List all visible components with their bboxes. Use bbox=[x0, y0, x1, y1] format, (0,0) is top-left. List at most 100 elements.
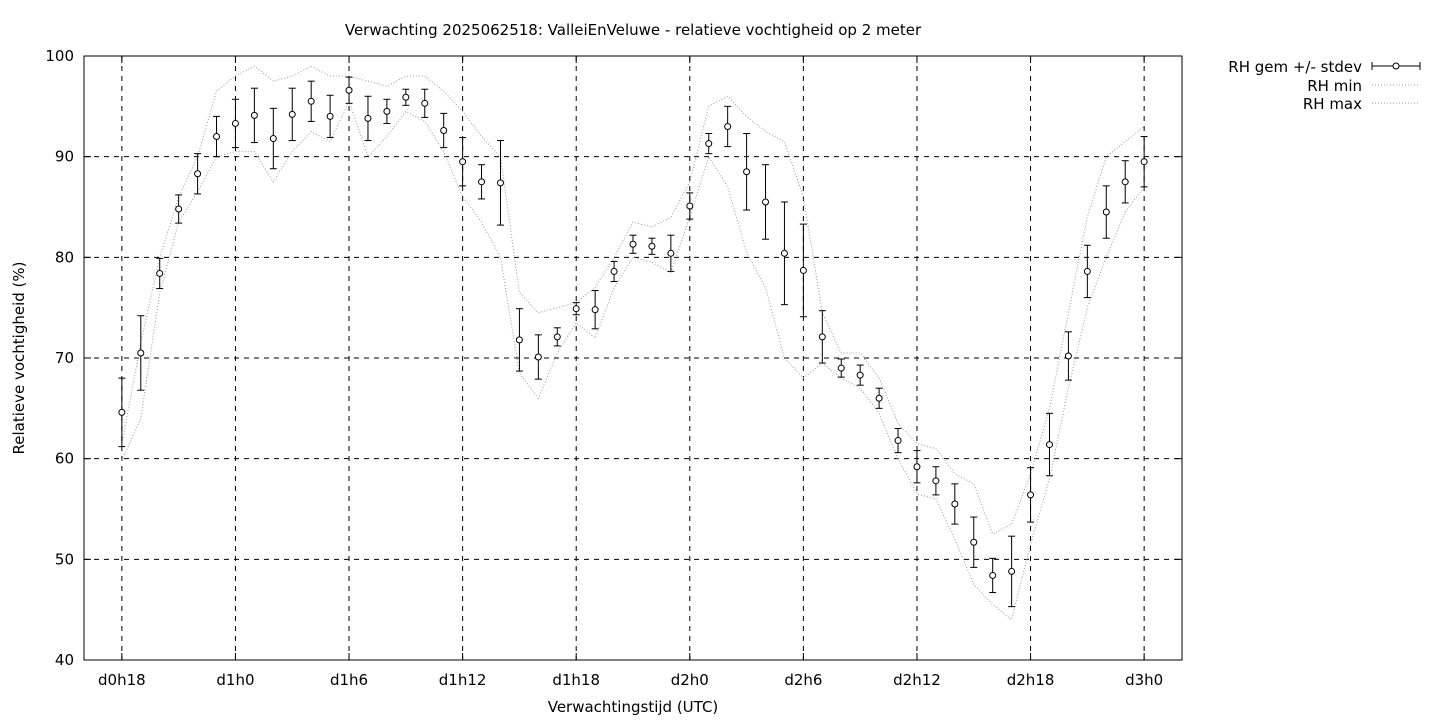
mean-point bbox=[572, 305, 580, 313]
y-tick-label: 70 bbox=[55, 349, 74, 367]
data-point bbox=[762, 164, 770, 240]
data-point bbox=[421, 88, 429, 118]
data-point bbox=[1045, 412, 1053, 477]
data-point bbox=[743, 133, 751, 211]
data-point bbox=[913, 450, 921, 484]
data-point bbox=[1027, 467, 1035, 523]
mean-point bbox=[989, 571, 997, 579]
x-tick-label: d0h18 bbox=[98, 671, 146, 689]
data-point bbox=[951, 483, 959, 525]
data-point bbox=[686, 192, 694, 220]
data-point bbox=[459, 137, 467, 187]
y-tick-label: 90 bbox=[55, 148, 74, 166]
data-point bbox=[156, 257, 164, 290]
mean-point bbox=[307, 97, 315, 105]
mean-point bbox=[610, 267, 618, 275]
mean-point bbox=[724, 122, 732, 130]
data-point bbox=[137, 315, 145, 391]
mean-point bbox=[1083, 267, 1091, 275]
mean-point bbox=[780, 249, 788, 257]
y-tick-label: 80 bbox=[55, 248, 74, 266]
series-line-rh-max bbox=[121, 65, 1145, 535]
mean-point bbox=[250, 111, 258, 119]
x-tick-label: d3h0 bbox=[1125, 671, 1163, 689]
data-point bbox=[496, 140, 504, 226]
x-tick-label: d2h6 bbox=[784, 671, 822, 689]
data-point bbox=[610, 260, 618, 282]
mean-point bbox=[534, 353, 542, 361]
y-tick-label: 50 bbox=[55, 550, 74, 568]
data-point bbox=[383, 98, 391, 124]
data-point bbox=[648, 237, 656, 255]
mean-point bbox=[705, 140, 713, 148]
mean-point bbox=[288, 110, 296, 118]
data-point bbox=[1102, 185, 1110, 239]
mean-point bbox=[894, 437, 902, 445]
mean-point bbox=[1064, 352, 1072, 360]
data-point bbox=[932, 466, 940, 496]
mean-point bbox=[345, 86, 353, 94]
data-point bbox=[515, 308, 523, 372]
mean-point bbox=[326, 112, 334, 120]
x-tick-label: d2h12 bbox=[893, 671, 941, 689]
data-point bbox=[553, 327, 561, 347]
mean-point bbox=[175, 205, 183, 213]
mean-point bbox=[667, 249, 675, 257]
mean-point bbox=[932, 477, 940, 485]
min-max-lines bbox=[121, 65, 1145, 621]
mean-point bbox=[762, 198, 770, 206]
axis-ticks: d0h18 d1h0 d1h6 d1h12 d1h18 d2h0 d2h6 d2h12 d2h1… bbox=[45, 47, 1182, 689]
x-tick-label: d2h0 bbox=[671, 671, 709, 689]
data-point bbox=[250, 87, 258, 144]
grid-lines bbox=[84, 56, 1182, 660]
legend-label: RH min bbox=[1307, 77, 1362, 95]
legend-label: RH gem +/- stdev bbox=[1228, 58, 1362, 76]
data-point bbox=[345, 76, 353, 104]
x-tick-label: d1h0 bbox=[216, 671, 254, 689]
mean-point bbox=[799, 266, 807, 274]
mean-point bbox=[137, 349, 145, 357]
data-point bbox=[780, 201, 788, 306]
mean-point bbox=[421, 99, 429, 107]
data-point bbox=[1121, 160, 1129, 204]
mean-point bbox=[591, 306, 599, 314]
data-point bbox=[213, 115, 221, 158]
y-tick-label: 100 bbox=[45, 47, 74, 65]
mean-point bbox=[743, 168, 751, 176]
data-point bbox=[724, 105, 732, 148]
mean-point bbox=[364, 114, 372, 122]
mean-point bbox=[496, 179, 504, 187]
mean-point bbox=[478, 178, 486, 186]
mean-point bbox=[875, 394, 883, 402]
data-point bbox=[799, 223, 807, 318]
mean-point bbox=[837, 364, 845, 372]
data-point bbox=[269, 107, 277, 170]
data-point bbox=[326, 94, 334, 139]
legend-point-icon bbox=[1392, 62, 1400, 70]
series-line-rh-min bbox=[121, 99, 1145, 621]
legend-label: RH max bbox=[1303, 95, 1362, 113]
y-tick-label: 60 bbox=[55, 450, 74, 468]
data-point bbox=[667, 234, 675, 272]
data-point bbox=[288, 87, 296, 142]
mean-point bbox=[1008, 567, 1016, 575]
data-point bbox=[194, 153, 202, 195]
y-tick-label: 40 bbox=[55, 651, 74, 669]
mean-point bbox=[553, 333, 561, 341]
y-axis-label: Relatieve vochtigheid (%) bbox=[10, 261, 28, 454]
mean-point bbox=[629, 240, 637, 248]
data-point bbox=[894, 427, 902, 454]
errorbar-series bbox=[118, 76, 1148, 608]
data-point bbox=[572, 302, 580, 316]
mean-point bbox=[118, 408, 126, 416]
mean-point bbox=[913, 463, 921, 471]
mean-point bbox=[1121, 178, 1129, 186]
mean-point bbox=[1140, 158, 1148, 166]
mean-point bbox=[1102, 208, 1110, 216]
mean-point bbox=[156, 269, 164, 277]
data-point bbox=[705, 133, 713, 155]
data-point bbox=[818, 310, 826, 364]
data-point bbox=[440, 112, 448, 149]
